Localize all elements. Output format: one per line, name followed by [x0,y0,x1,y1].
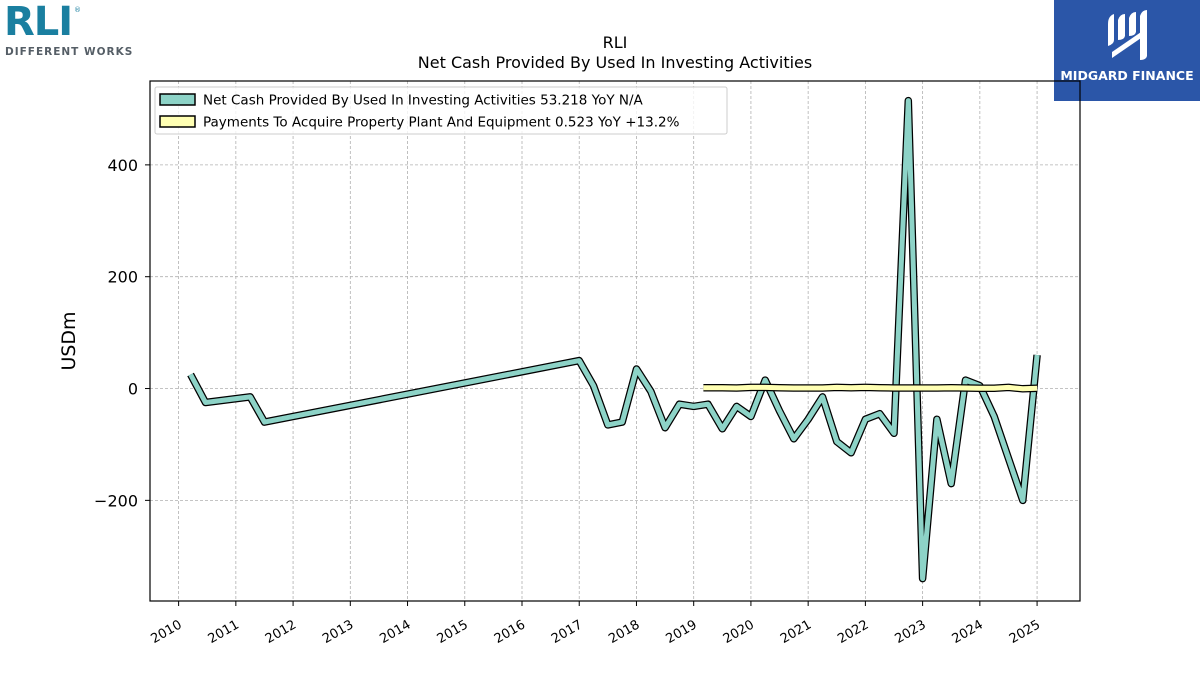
x-tick-label: 2019 [664,617,700,647]
x-tick-label: 2024 [950,617,986,647]
series-net-cash-investing-line [188,98,1040,582]
rli-logo-mark: RLI [4,0,73,45]
legend-swatch-net-cash [159,93,196,106]
plot-frame [149,80,1081,602]
chart-subtitle: Net Cash Provided By Used In Investing A… [418,53,812,72]
x-tick-label: 2014 [377,617,413,647]
x-tick-label: 2021 [778,617,814,647]
series-capex-payments-line [703,384,1038,392]
x-tick-label: 2016 [492,617,528,647]
y-tick-label: 0 [128,380,138,399]
rli-logo-tagline: DIFFERENT WORKS [5,46,134,58]
grid-lines [150,81,1080,601]
x-tick-label: 2011 [206,617,242,647]
x-tick-label: 2013 [320,617,356,647]
legend-swatch-capex [159,115,196,128]
x-tick-label: 2022 [835,617,871,647]
series-layer [187,96,1041,583]
legend: Net Cash Provided By Used In Investing A… [154,86,728,135]
y-tick-label: −200 [94,491,138,510]
x-tick-label: 2017 [549,617,585,647]
legend-frame [154,86,728,135]
y-tick-label: 400 [107,156,138,175]
x-tick-label: 2023 [892,617,928,647]
midgard-logo-name: MIDGARD FINANCE [1060,68,1194,83]
chart-title: RLI [603,33,628,52]
legend-label-capex: Payments To Acquire Property Plant And E… [203,115,680,131]
x-tick-label: 2018 [606,617,642,647]
rli-logo: RLI ® DIFFERENT WORKS [0,0,140,62]
y-axis-label: USDm [58,311,80,370]
rli-logo-registered: ® [74,6,81,14]
x-tick-label: 2020 [721,617,757,647]
midgard-logo-icon [1108,10,1147,60]
midgard-finance-logo: MIDGARD FINANCE [1054,0,1200,101]
y-tick-label: 200 [107,268,138,287]
x-tick-label: 2010 [148,617,184,647]
x-tick-label: 2025 [1007,617,1043,647]
x-tick-label: 2012 [263,617,299,647]
x-tick-label: 2015 [435,617,471,647]
legend-label-net-cash: Net Cash Provided By Used In Investing A… [203,93,644,109]
